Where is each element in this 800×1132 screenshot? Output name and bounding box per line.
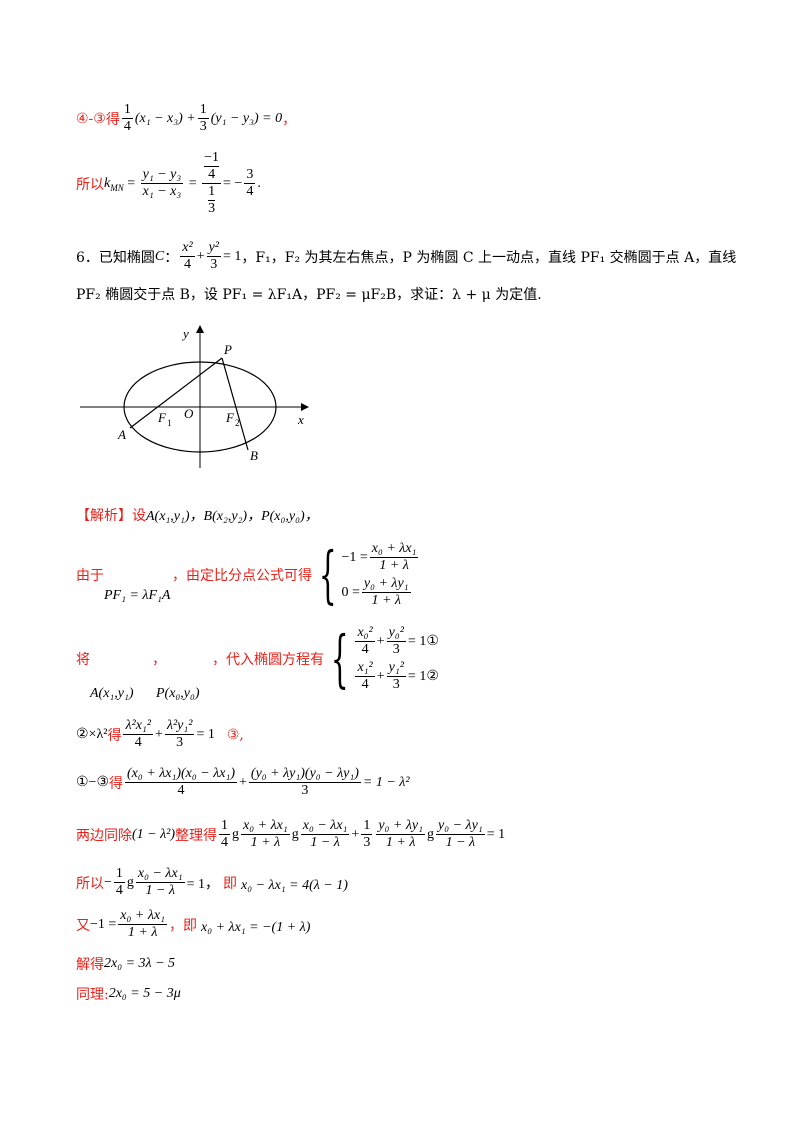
eq8-line: 解得 2x₀ = 3λ − 5 — [76, 956, 176, 973]
segment-pa — [129, 357, 223, 429]
youyu-line: 由于 PF₁ = λF₁A ，由定比分点公式可得 { −1 = x₀ + λx₁ 1… — [76, 540, 420, 610]
y-label: y — [181, 326, 189, 341]
fraction: y² 3 — [206, 240, 222, 272]
system-1: { −1 = x₀ + λx₁ 1 + λ 0 = y₀ + λy₁ 1 + λ — [318, 538, 419, 611]
step-label: ④-③ — [76, 110, 106, 127]
eq3-line: ②×λ² 得 λ²x₁² 4 + λ²y₁² 3 = 1 ③, — [76, 718, 244, 750]
eq4-line: ①−③ 得 (x₀ + λx₁)(x₀ − λx₁) 4 + (y₀ + λy₁)… — [76, 766, 410, 798]
ellipse-c — [123, 361, 277, 453]
fraction: x² 4 — [180, 240, 195, 272]
b-label: B — [250, 448, 258, 463]
problem-line-1: 6．已知椭圆 C ： x² 4 + y² 3 = 1 ，F₁，F₂ 为其左右焦点，P… — [76, 240, 737, 272]
system-2: { x₀² 4 + y₀² 3 = 1① x₁² 4 + y₁² 3 = 1② — [330, 622, 439, 695]
eq7-line: 又 −1 = x₀ + λx₁ 1 + λ ，即 x₀ + λx₁ = −(1 +… — [76, 908, 311, 940]
f2-sub: 2 — [235, 418, 240, 428]
slope-fraction: y₁ − y₃ x₁ − x₃ — [140, 167, 184, 199]
ellipse-figure: y P O x F 1 F 2 A B — [80, 325, 309, 468]
x-label: x — [297, 412, 304, 427]
a-label: A — [117, 427, 126, 442]
o-label: O — [184, 406, 194, 421]
segment-pb — [221, 357, 249, 451]
problem-line-2: PF₂ 椭圆交于点 B，设 PF₁ = λF₁A，PF₂ = μF₂B，求证：λ… — [76, 287, 542, 303]
jiang-line: 将 ， ，代入椭圆方程有 A(x₁,y₁) P(x₀,y₀) { x₀² 4 + y₀… — [76, 622, 439, 701]
solution-header: 【解析】 设 A(x₁,y₁)，B(x₂,y₂)，P(x₀,y₀)， — [76, 505, 319, 525]
eq9-line: 同理: 2x₀ = 5 − 3μ — [76, 986, 181, 1003]
f1-sub: 1 — [167, 418, 172, 428]
f2-label: F — [225, 410, 235, 425]
solution-label: 【解析】 — [76, 508, 132, 524]
f1-label: F — [157, 410, 167, 425]
p-label: P — [223, 342, 232, 357]
